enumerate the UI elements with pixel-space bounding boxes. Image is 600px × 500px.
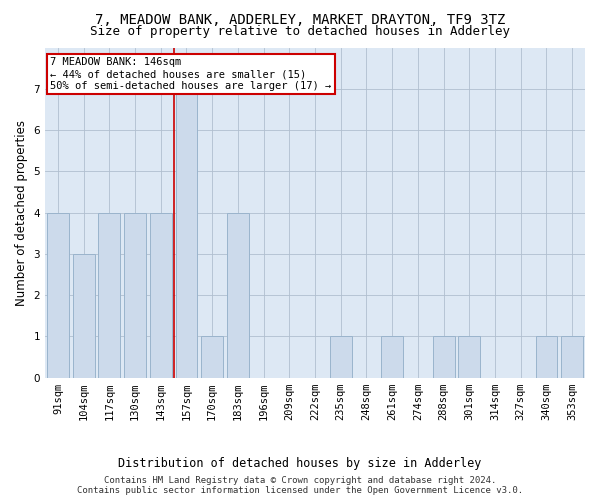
Bar — [73, 254, 95, 378]
Bar — [124, 212, 146, 378]
Bar — [536, 336, 557, 378]
Bar — [330, 336, 352, 378]
Bar — [150, 212, 172, 378]
Text: Contains HM Land Registry data © Crown copyright and database right 2024.
Contai: Contains HM Land Registry data © Crown c… — [77, 476, 523, 495]
Text: 7 MEADOW BANK: 146sqm
← 44% of detached houses are smaller (15)
50% of semi-deta: 7 MEADOW BANK: 146sqm ← 44% of detached … — [50, 58, 332, 90]
Bar — [458, 336, 480, 378]
Text: 7, MEADOW BANK, ADDERLEY, MARKET DRAYTON, TF9 3TZ: 7, MEADOW BANK, ADDERLEY, MARKET DRAYTON… — [95, 12, 505, 26]
Bar — [561, 336, 583, 378]
Text: Size of property relative to detached houses in Adderley: Size of property relative to detached ho… — [90, 25, 510, 38]
Text: Distribution of detached houses by size in Adderley: Distribution of detached houses by size … — [118, 458, 482, 470]
Bar — [201, 336, 223, 378]
Bar — [433, 336, 455, 378]
Bar — [227, 212, 249, 378]
Bar — [381, 336, 403, 378]
Bar — [176, 89, 197, 378]
Y-axis label: Number of detached properties: Number of detached properties — [15, 120, 28, 306]
Bar — [98, 212, 120, 378]
Bar — [47, 212, 69, 378]
